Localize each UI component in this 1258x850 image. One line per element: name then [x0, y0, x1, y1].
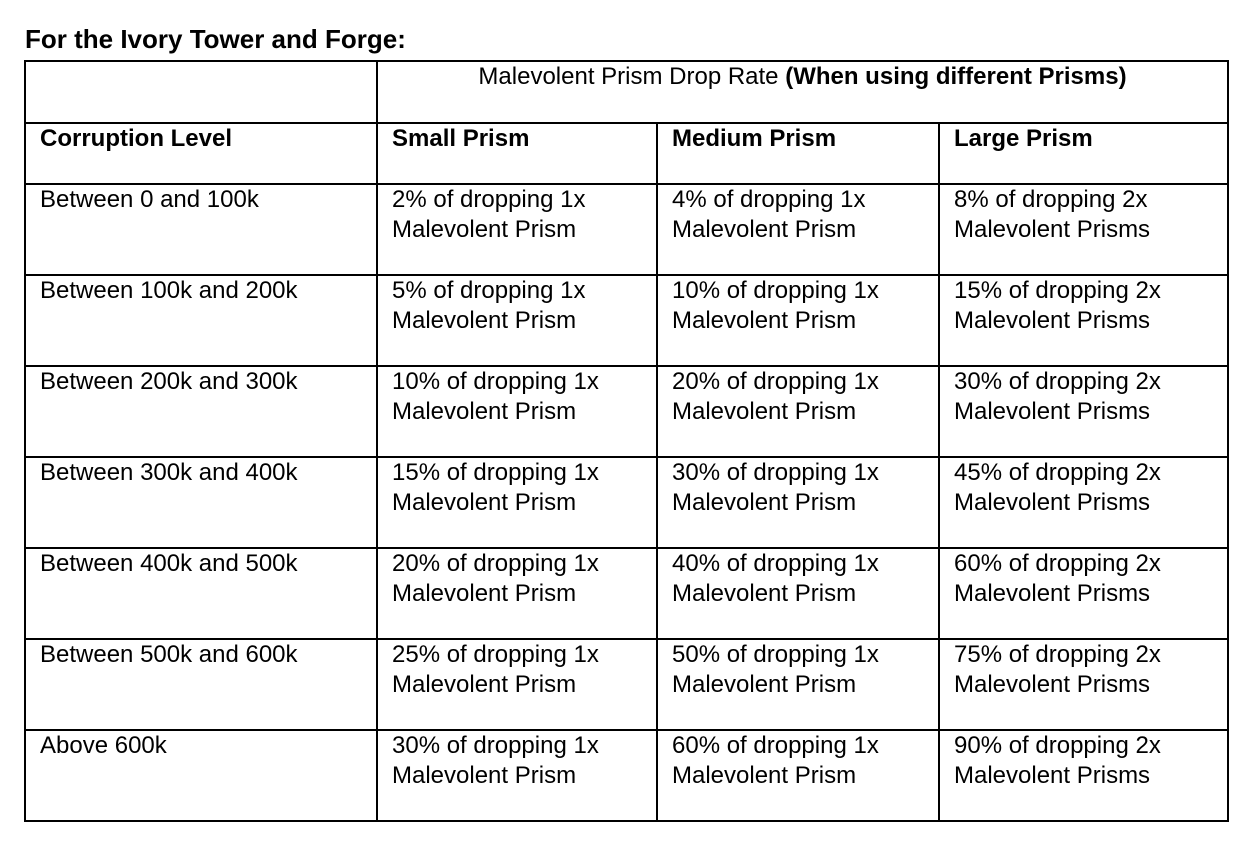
drop-rate-header-note: (When using different Prisms) — [785, 63, 1127, 90]
drop-item-text: Malevolent Prism — [392, 671, 577, 698]
table-row: Between 500k and 600k 25% of dropping 1x… — [24, 638, 1229, 731]
small-prism-cell: 25% of dropping 1x Malevolent Prism — [376, 638, 658, 731]
drop-item-text: Malevolent Prism — [672, 580, 857, 607]
drop-item-text: Malevolent Prism — [672, 671, 857, 698]
medium-prism-cell: 4% of dropping 1x Malevolent Prism — [656, 183, 940, 276]
drop-chance-text: 30% of dropping 1x — [392, 732, 599, 759]
table-row: Between 300k and 400k 15% of dropping 1x… — [24, 456, 1229, 549]
large-prism-cell: 45% of dropping 2x Malevolent Prisms — [938, 456, 1229, 549]
drop-chance-text: 60% of dropping 1x — [672, 732, 879, 759]
medium-prism-cell: 40% of dropping 1x Malevolent Prism — [656, 547, 940, 640]
drop-chance-text: 10% of dropping 1x — [672, 277, 879, 304]
medium-prism-cell: 10% of dropping 1x Malevolent Prism — [656, 274, 940, 367]
drop-chance-text: 10% of dropping 1x — [392, 368, 599, 395]
drop-item-text: Malevolent Prisms — [954, 307, 1151, 334]
drop-chance-text: 75% of dropping 2x — [954, 641, 1161, 668]
drop-chance-text: 20% of dropping 1x — [672, 368, 879, 395]
drop-item-text: Malevolent Prisms — [954, 671, 1151, 698]
small-prism-cell: 15% of dropping 1x Malevolent Prism — [376, 456, 658, 549]
drop-chance-text: 2% of dropping 1x — [392, 186, 586, 213]
drop-chance-text: 30% of dropping 1x — [672, 459, 879, 486]
table-top-header-row: Malevolent Prism Drop Rate (When using d… — [24, 60, 1229, 124]
corruption-level-cell: Between 400k and 500k — [24, 547, 378, 640]
table-row: Between 100k and 200k 5% of dropping 1x M… — [24, 274, 1229, 367]
small-prism-cell: 2% of dropping 1x Malevolent Prism — [376, 183, 658, 276]
drop-chance-text: 20% of dropping 1x — [392, 550, 599, 577]
corruption-level-cell: Between 300k and 400k — [24, 456, 378, 549]
drop-item-text: Malevolent Prism — [672, 398, 857, 425]
medium-prism-cell: 60% of dropping 1x Malevolent Prism — [656, 729, 940, 822]
small-prism-cell: 10% of dropping 1x Malevolent Prism — [376, 365, 658, 458]
drop-chance-text: 15% of dropping 2x — [954, 277, 1161, 304]
drop-item-text: Malevolent Prism — [392, 580, 577, 607]
medium-prism-cell: 20% of dropping 1x Malevolent Prism — [656, 365, 940, 458]
table-row: Between 400k and 500k 20% of dropping 1x… — [24, 547, 1229, 640]
corruption-level-cell: Between 200k and 300k — [24, 365, 378, 458]
drop-item-text: Malevolent Prism — [392, 762, 577, 789]
table-row: Above 600k 30% of dropping 1x Malevolent … — [24, 729, 1229, 822]
large-prism-cell: 30% of dropping 2x Malevolent Prisms — [938, 365, 1229, 458]
drop-item-text: Malevolent Prisms — [954, 762, 1151, 789]
drop-item-text: Malevolent Prisms — [954, 580, 1151, 607]
drop-chance-text: 50% of dropping 1x — [672, 641, 879, 668]
small-prism-cell: 20% of dropping 1x Malevolent Prism — [376, 547, 658, 640]
column-header-row: Corruption Level Small Prism Medium Pris… — [24, 122, 1229, 185]
drop-chance-text: 60% of dropping 2x — [954, 550, 1161, 577]
drop-chance-text: 30% of dropping 2x — [954, 368, 1161, 395]
large-prism-cell: 15% of dropping 2x Malevolent Prisms — [938, 274, 1229, 367]
drop-item-text: Malevolent Prisms — [954, 489, 1151, 516]
drop-chance-text: 40% of dropping 1x — [672, 550, 879, 577]
drop-item-text: Malevolent Prism — [672, 216, 857, 243]
drop-chance-text: 25% of dropping 1x — [392, 641, 599, 668]
drop-item-text: Malevolent Prism — [672, 489, 857, 516]
drop-rate-header-text: Malevolent Prism Drop Rate — [478, 63, 786, 90]
small-prism-cell: 5% of dropping 1x Malevolent Prism — [376, 274, 658, 367]
corruption-level-cell: Between 100k and 200k — [24, 274, 378, 367]
large-prism-cell: 90% of dropping 2x Malevolent Prisms — [938, 729, 1229, 822]
drop-rate-header-cell: Malevolent Prism Drop Rate (When using d… — [376, 60, 1229, 124]
drop-item-text: Malevolent Prism — [392, 307, 577, 334]
page-title: For the Ivory Tower and Forge: — [25, 24, 406, 54]
medium-prism-cell: 50% of dropping 1x Malevolent Prism — [656, 638, 940, 731]
drop-rate-table: Malevolent Prism Drop Rate (When using d… — [24, 60, 1229, 822]
drop-chance-text: 45% of dropping 2x — [954, 459, 1161, 486]
column-header-large-prism: Large Prism — [938, 122, 1229, 185]
corruption-level-cell: Between 0 and 100k — [24, 183, 378, 276]
medium-prism-cell: 30% of dropping 1x Malevolent Prism — [656, 456, 940, 549]
table-row: Between 0 and 100k 2% of dropping 1x Male… — [24, 183, 1229, 276]
large-prism-cell: 8% of dropping 2x Malevolent Prisms — [938, 183, 1229, 276]
corruption-level-cell: Between 500k and 600k — [24, 638, 378, 731]
drop-item-text: Malevolent Prism — [672, 762, 857, 789]
drop-chance-text: 8% of dropping 2x — [954, 186, 1148, 213]
drop-item-text: Malevolent Prisms — [954, 216, 1151, 243]
drop-item-text: Malevolent Prism — [392, 489, 577, 516]
drop-chance-text: 15% of dropping 1x — [392, 459, 599, 486]
drop-item-text: Malevolent Prism — [672, 307, 857, 334]
empty-corner-cell — [24, 60, 378, 124]
corruption-level-cell: Above 600k — [24, 729, 378, 822]
large-prism-cell: 75% of dropping 2x Malevolent Prisms — [938, 638, 1229, 731]
drop-chance-text: 90% of dropping 2x — [954, 732, 1161, 759]
column-header-corruption-level: Corruption Level — [24, 122, 378, 185]
table-row: Between 200k and 300k 10% of dropping 1x… — [24, 365, 1229, 458]
drop-item-text: Malevolent Prism — [392, 216, 577, 243]
drop-chance-text: 4% of dropping 1x — [672, 186, 866, 213]
drop-item-text: Malevolent Prisms — [954, 398, 1151, 425]
large-prism-cell: 60% of dropping 2x Malevolent Prisms — [938, 547, 1229, 640]
drop-chance-text: 5% of dropping 1x — [392, 277, 586, 304]
drop-item-text: Malevolent Prism — [392, 398, 577, 425]
column-header-medium-prism: Medium Prism — [656, 122, 940, 185]
small-prism-cell: 30% of dropping 1x Malevolent Prism — [376, 729, 658, 822]
column-header-small-prism: Small Prism — [376, 122, 658, 185]
